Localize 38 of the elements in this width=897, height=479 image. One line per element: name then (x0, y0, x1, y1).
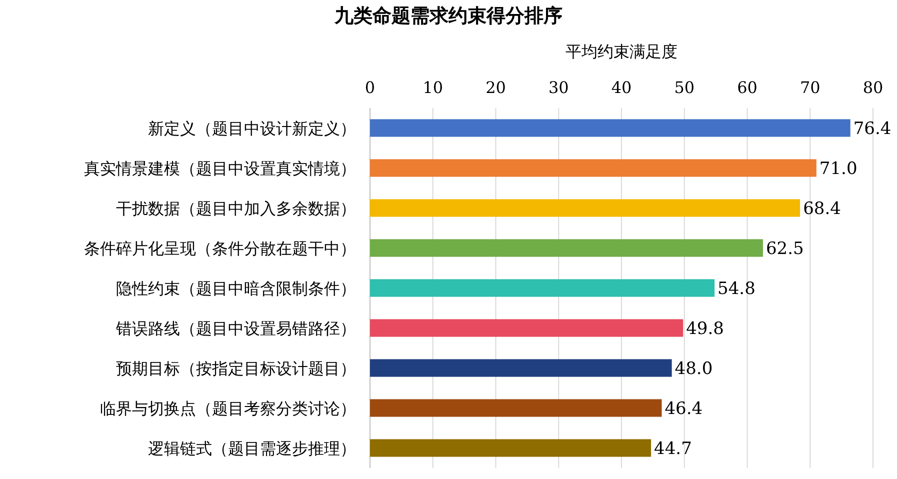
y-tick-label: 错误路线（题目中设置易错路径） (115, 319, 356, 338)
data-label: 71.0 (819, 159, 858, 179)
bar (370, 359, 672, 377)
x-tick-label: 10 (422, 78, 444, 97)
bar (370, 399, 662, 417)
x-tick-label: 20 (486, 78, 506, 97)
bar (370, 439, 652, 457)
x-tick-label: 30 (548, 78, 569, 97)
bar (370, 319, 684, 337)
x-tick-label: 60 (737, 78, 758, 97)
x-tick-label: 40 (611, 78, 632, 97)
chart-title: 九类命题需求约束得分排序 (334, 5, 562, 27)
y-tick-label: 临界与切换点（题目考察分类讨论） (100, 399, 356, 418)
y-tick-label: 条件碎片化呈现（条件分散在题干中） (84, 239, 356, 258)
data-label: 49.8 (686, 319, 724, 339)
y-tick-label: 干扰数据（题目中加入多余数据） (116, 199, 356, 218)
data-label: 54.8 (718, 279, 756, 299)
bar (370, 119, 850, 137)
x-axis-title: 平均约束满足度 (566, 42, 678, 61)
data-label: 62.5 (766, 239, 804, 259)
bar (370, 199, 800, 217)
bar (370, 159, 816, 177)
x-tick-label: 80 (862, 78, 884, 97)
y-tick-label: 隐性约束（题目中暗含限制条件） (116, 279, 356, 298)
bar (370, 279, 715, 297)
data-label: 68.4 (803, 199, 841, 219)
y-tick-label: 真实情景建模（题目中设置真实情境） (84, 159, 356, 178)
data-label: 48.0 (674, 359, 713, 379)
x-tick-label: 0 (364, 78, 376, 97)
y-tick-label: 逻辑链式（题目需逐步推理） (148, 439, 356, 458)
data-label: 46.4 (664, 399, 703, 419)
data-label: 76.4 (853, 119, 892, 139)
bar (370, 239, 763, 257)
data-label: 44.7 (654, 439, 692, 459)
y-tick-label: 新定义（题目中设计新定义） (148, 119, 356, 138)
x-tick-label: 70 (800, 78, 820, 97)
x-tick-label: 50 (674, 78, 695, 97)
y-tick-label: 预期目标（按指定目标设计题目） (116, 359, 356, 378)
